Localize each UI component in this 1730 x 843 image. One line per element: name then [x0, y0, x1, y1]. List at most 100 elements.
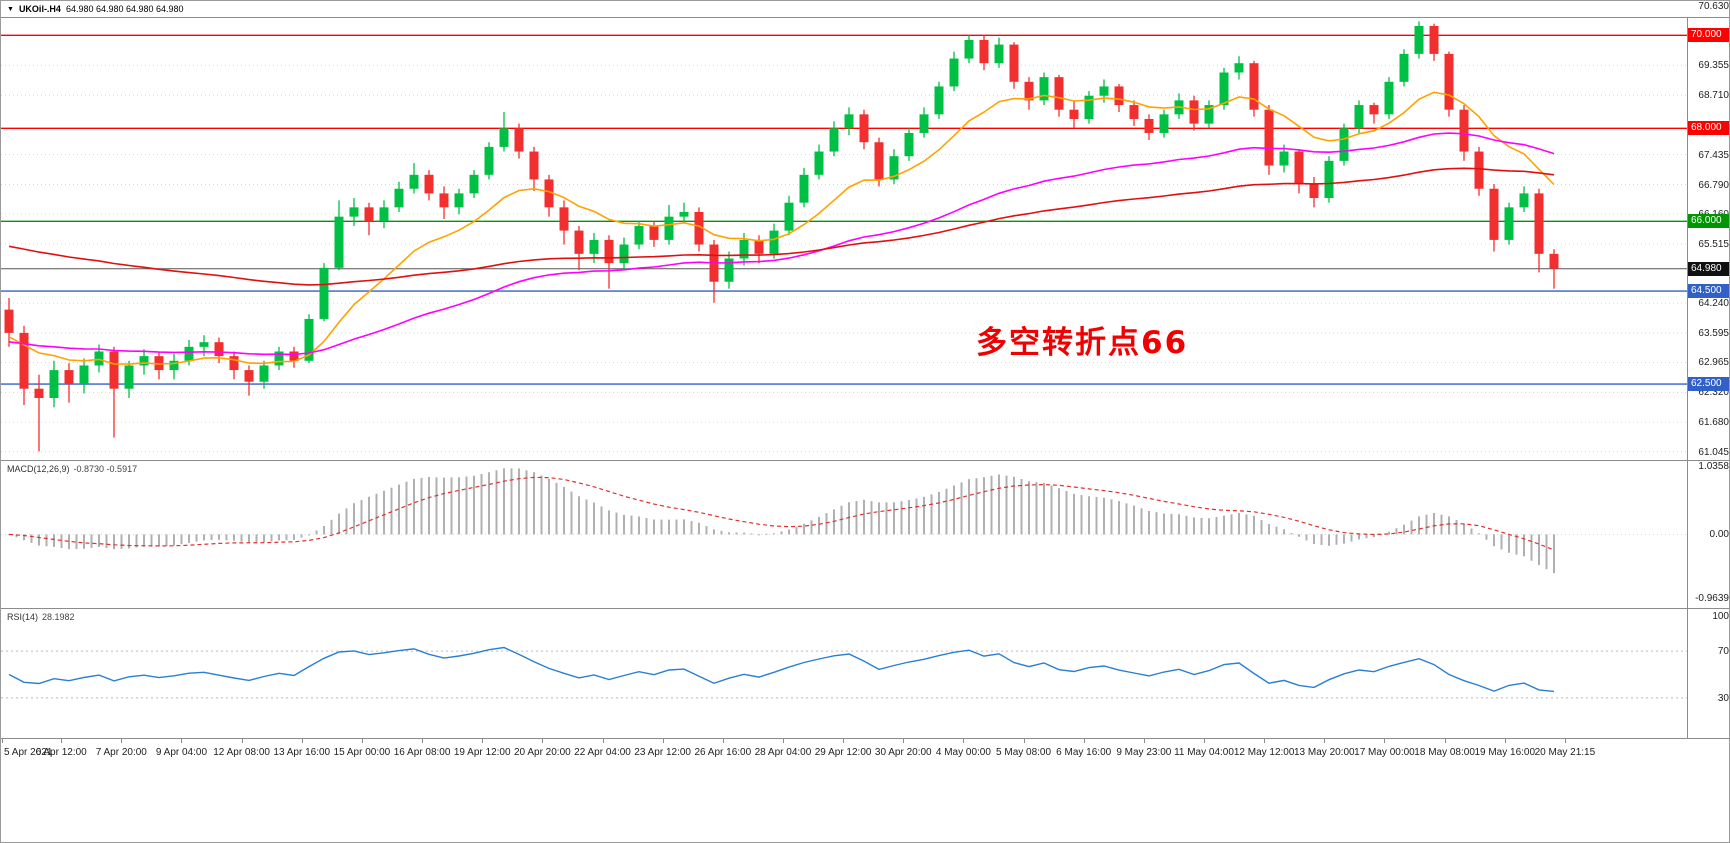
candle [934, 81, 944, 119]
candle [139, 349, 149, 375]
candle [1444, 51, 1454, 117]
candle [619, 237, 629, 271]
candle [814, 144, 824, 180]
time-label: 13 May 20:00 [1293, 747, 1355, 758]
candle [199, 335, 209, 357]
time-tick [782, 739, 784, 743]
time-tick [241, 739, 243, 743]
candle [229, 351, 239, 380]
time-axis[interactable]: 5 Apr 2021 6 Apr 12:00 7 Apr 20:00 9 Apr 04… [1, 739, 1729, 765]
time-label: 28 Apr 04:00 [754, 747, 812, 758]
candle [1249, 60, 1259, 117]
macd-plot[interactable] [1, 462, 1687, 608]
candle [889, 149, 899, 185]
time-tick [1384, 739, 1386, 743]
price-label: 69.355 [1698, 60, 1729, 72]
candle [904, 128, 914, 161]
candle [754, 235, 764, 264]
candle [574, 225, 584, 271]
price-label: 64.240 [1698, 298, 1729, 310]
candle [1039, 72, 1049, 106]
candle [499, 112, 509, 152]
level-price-box-64.500: 64.500 [1688, 284, 1729, 299]
candle [124, 360, 134, 398]
candle [874, 137, 884, 187]
candle [394, 181, 404, 212]
time-label: 7 Apr 20:00 [95, 747, 147, 758]
time-tick [301, 739, 303, 743]
price-scale[interactable]: 70.63069.35568.71067.43566.79066.16065.5… [1688, 1, 1729, 738]
candle [484, 142, 494, 180]
candle [1144, 114, 1154, 140]
candle [799, 167, 809, 208]
candle [1399, 49, 1409, 87]
candle [334, 200, 344, 271]
price-label: 70.630 [1698, 1, 1729, 12]
time-label: 12 May 12:00 [1233, 747, 1295, 758]
candle [244, 365, 254, 396]
candle [529, 146, 539, 192]
panel-divider-macd[interactable] [1, 460, 1729, 461]
rsi-plot[interactable] [1, 610, 1687, 738]
candle [64, 363, 74, 403]
candle [769, 223, 779, 259]
candle [214, 337, 224, 364]
candle [1504, 202, 1514, 245]
candle [154, 351, 164, 380]
macd-scale-label: 1.0358 [1698, 461, 1729, 472]
symbol-dropdown-icon[interactable]: ▼ [7, 5, 14, 13]
time-label: 20 May 21:15 [1534, 747, 1596, 758]
macd-panel[interactable]: MACD(12,26,9) -0.8730 -0.5917 [1, 462, 1687, 608]
time-tick [121, 739, 123, 743]
macd-scale-label: 0.00 [1709, 529, 1729, 541]
rsi-line [8, 646, 1555, 693]
time-label: 11 May 04:00 [1174, 747, 1234, 758]
candle [1009, 42, 1019, 89]
rsi-scale-label: 70 [1717, 646, 1729, 658]
time-tick [662, 739, 664, 743]
candle [964, 35, 974, 64]
time-tick [722, 739, 724, 743]
candle [424, 170, 434, 201]
time-tick [1324, 739, 1326, 743]
panel-divider-rsi[interactable] [1, 608, 1729, 609]
time-tick [181, 739, 183, 743]
candle [919, 107, 929, 138]
candle [1489, 184, 1499, 252]
macd-label: MACD(12,26,9) -0.8730 -0.5917 [7, 464, 137, 474]
candle [1054, 74, 1064, 117]
candle [724, 251, 734, 289]
price-label: 68.710 [1698, 90, 1729, 102]
rsi-value: 28.1982 [42, 612, 75, 622]
main-chart-panel[interactable]: 多空转折点66 [1, 17, 1687, 460]
rsi-scale-label: 30 [1717, 692, 1729, 704]
candle [1354, 100, 1364, 133]
candle [289, 346, 299, 368]
candle [1129, 100, 1139, 126]
rsi-panel[interactable]: RSI(14) 28.1982 [1, 610, 1687, 738]
time-label: 6 Apr 12:00 [35, 747, 87, 758]
time-tick [1264, 739, 1266, 743]
candlestick-plot[interactable] [1, 17, 1687, 460]
time-label: 26 Apr 16:00 [694, 747, 752, 758]
scale-divider [1687, 17, 1688, 738]
candle [1264, 105, 1274, 175]
time-tick [1023, 739, 1025, 743]
price-label: 65.515 [1698, 238, 1729, 250]
time-label: 19 May 16:00 [1474, 747, 1536, 758]
price-label: 61.680 [1698, 417, 1729, 429]
candle [1459, 105, 1469, 161]
level-price-box-66.000: 66.000 [1688, 214, 1729, 229]
level-price-box-70.000: 70.000 [1688, 28, 1729, 43]
time-tick [1564, 739, 1566, 743]
candle [1519, 186, 1529, 212]
time-tick [542, 739, 544, 743]
rsi-scale-label: 100 [1712, 611, 1729, 622]
candle [994, 37, 1004, 68]
macd-signal-line [8, 476, 1555, 551]
time-tick [2, 739, 3, 743]
time-label: 5 May 08:00 [996, 747, 1052, 758]
time-tick [1143, 739, 1145, 743]
candle [1384, 77, 1394, 119]
time-tick [422, 739, 424, 743]
